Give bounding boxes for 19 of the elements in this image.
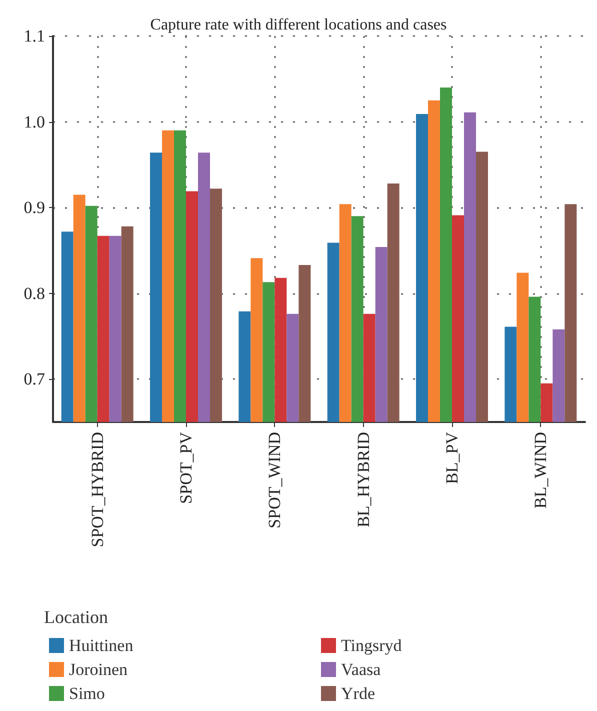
y-tick-label: 1.1 xyxy=(24,26,45,46)
x-tick-label: BL_HYBRID xyxy=(354,432,373,528)
x-tick-label: SPOT_WIND xyxy=(265,432,284,528)
x-tick-label: BL_WIND xyxy=(531,432,550,508)
y-tick-label: 0.9 xyxy=(24,198,45,218)
legend-label: Huittinen xyxy=(69,636,134,655)
y-tick-label: 0.8 xyxy=(24,284,45,303)
legend-label: Joroinen xyxy=(69,660,128,679)
y-tick-label: 0.7 xyxy=(24,370,46,389)
legend-label: Vaasa xyxy=(341,660,382,679)
legend-title: Location xyxy=(44,607,108,627)
legend-label: Simo xyxy=(69,684,105,703)
legend-label: Yrde xyxy=(341,684,375,703)
x-tick-label: BL_PV xyxy=(442,431,462,484)
y-tick-label: 1.0 xyxy=(24,112,45,132)
x-tick-label: SPOT_PV xyxy=(176,431,196,504)
legend-label: Tingsryd xyxy=(341,636,402,655)
x-tick-label: SPOT_HYBRID xyxy=(88,432,107,548)
chart-title: Capture rate with different locations and cases xyxy=(150,16,447,34)
